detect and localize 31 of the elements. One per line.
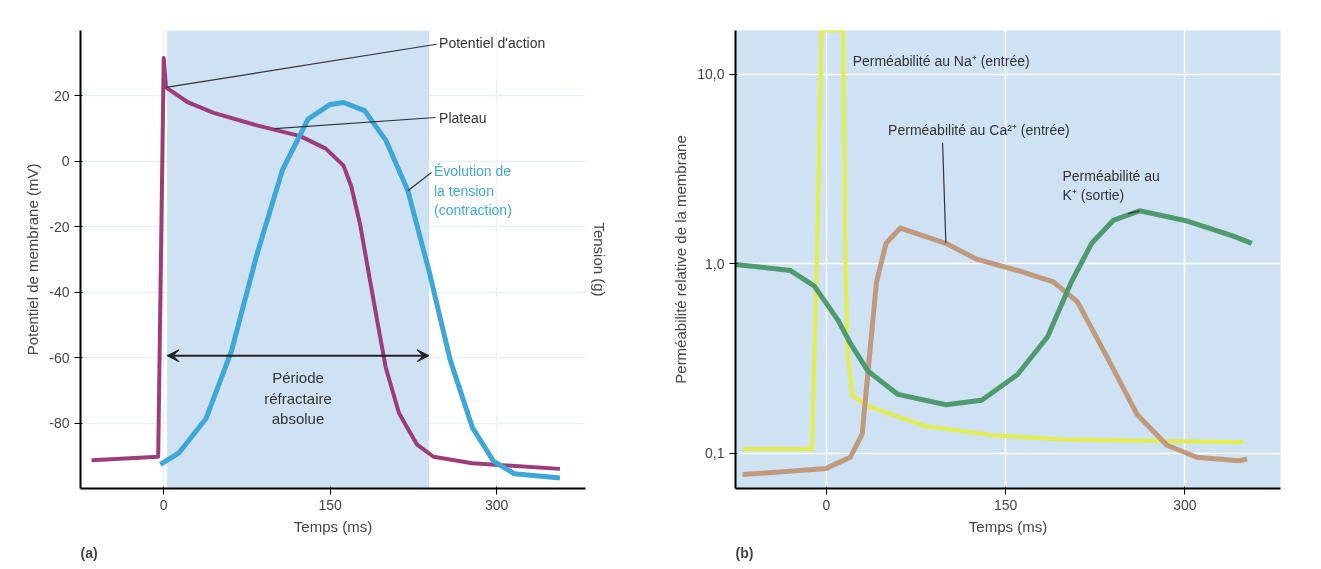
y-axis-title: Perméabilité relative de la membrane [672, 135, 690, 384]
y2-axis-title: Tension (g) [590, 222, 608, 297]
y-tick-label: -60 [49, 349, 70, 366]
y-tick-label: 0,1 [705, 445, 725, 462]
text: (b) [735, 544, 754, 561]
y-tick-label: -20 [49, 218, 70, 235]
y-tick-label: -40 [49, 284, 70, 301]
y-axis-title: Potentiel de membrane (mV) [24, 163, 42, 356]
x-tick-label: 150 [993, 496, 1018, 513]
x-tick-label: 300 [1173, 496, 1197, 513]
y-tick-label: 20 [53, 87, 70, 104]
series-label: Évolution de la tension (contraction) [434, 163, 512, 218]
band-label: Période réfractaire absolue [264, 369, 332, 428]
series-label: Perméabilité au K⁺ (sortie) [1062, 167, 1160, 204]
annotation: Plateau [439, 109, 487, 126]
y-tick-label: 1,0 [705, 255, 725, 272]
y-tick-label: -80 [49, 415, 70, 432]
line-series [89, 55, 562, 471]
x-tick-label: 0 [822, 496, 831, 513]
x-tick-label: 0 [159, 496, 168, 513]
x-tick-label: 150 [318, 496, 343, 513]
y-tick-label: 10,0 [697, 66, 725, 83]
series-label: Perméabilité au Na⁺ (entrée) [852, 53, 1030, 70]
line-series [740, 30, 1246, 452]
x-axis-title: Temps (ms) [293, 517, 373, 535]
text: (a) [80, 544, 98, 561]
text: Perméabilité au Ca²⁺ (entrée) [888, 122, 1070, 139]
x-axis-title: Temps (ms) [968, 517, 1048, 535]
text: Potentiel d'action [439, 35, 546, 52]
y-tick-label: 0 [61, 153, 70, 170]
x-tick-label: 300 [485, 496, 509, 513]
